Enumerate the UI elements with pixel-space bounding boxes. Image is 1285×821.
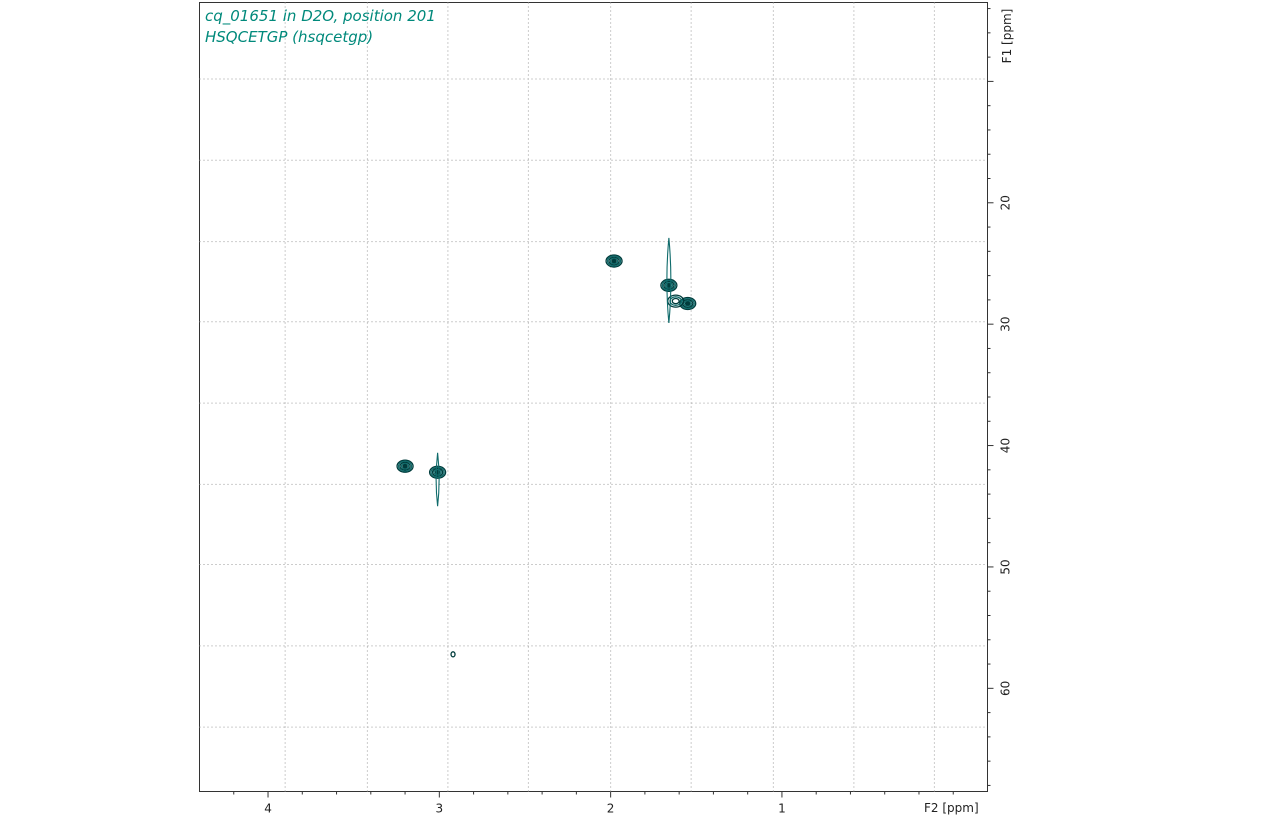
contour-ring xyxy=(608,256,620,266)
f1-axis-label-text: F1 [ppm] xyxy=(1000,8,1014,64)
contour-ring xyxy=(664,281,674,289)
f1-axis-label: F1 [ppm] xyxy=(999,4,1015,68)
contour-ring xyxy=(434,469,441,475)
contour-peak xyxy=(679,296,697,311)
contour-ring xyxy=(433,468,442,476)
y-tick-label: 40 xyxy=(999,438,1013,453)
contour-ring xyxy=(660,278,678,292)
contour-core xyxy=(685,302,690,306)
contour-ridge xyxy=(435,452,440,507)
contour-peak xyxy=(396,459,414,473)
contour-ring xyxy=(428,465,447,479)
contour-ring xyxy=(611,258,617,264)
contour-ridge xyxy=(666,237,672,324)
y-tick-label: 50 xyxy=(999,559,1013,574)
axis-ticks: 4 3 2 1 20 30 40 50 60 xyxy=(233,8,1013,816)
contour-ring xyxy=(402,463,408,469)
f2-axis-label: F2 [ppm] xyxy=(924,801,979,815)
contour-ring xyxy=(400,462,410,470)
contour-ring xyxy=(609,257,619,265)
x-tick-label: 1 xyxy=(778,802,786,816)
contour-ring xyxy=(450,651,456,658)
contour-ring xyxy=(399,461,411,471)
y-tick-label: 20 xyxy=(999,195,1013,210)
y-tick-label: 60 xyxy=(999,681,1013,696)
grid-lines xyxy=(199,2,988,792)
plot-frame xyxy=(199,2,988,792)
contour-peak xyxy=(450,651,456,658)
contour-core xyxy=(403,464,408,468)
contour-ring xyxy=(431,467,444,477)
contour-peak xyxy=(660,278,678,292)
contour-core xyxy=(666,283,671,287)
y-tick-label: 30 xyxy=(999,317,1013,332)
contour-ring xyxy=(671,297,680,305)
contour-ring xyxy=(430,466,445,478)
contour-ring xyxy=(661,279,677,291)
pulse-program-label: HSQCETGP (hsqcetgp) xyxy=(205,28,374,46)
contour-ring xyxy=(606,255,622,267)
contour-ring xyxy=(683,300,693,307)
x-tick-label: 2 xyxy=(607,802,615,816)
contour-ring xyxy=(605,254,623,268)
contour-peaks xyxy=(396,237,697,658)
x-tick-label: 4 xyxy=(264,802,272,816)
contour-core xyxy=(612,259,617,263)
x-tick-label: 3 xyxy=(436,802,444,816)
contour-ring xyxy=(663,280,675,290)
contour-ring xyxy=(396,459,414,473)
contour-ring xyxy=(397,460,413,472)
spectrum-title: cq_01651 in D2O, position 201 xyxy=(205,7,436,25)
contour-ring xyxy=(684,301,691,306)
contour-peak xyxy=(605,254,623,268)
contour-peak xyxy=(428,465,447,479)
